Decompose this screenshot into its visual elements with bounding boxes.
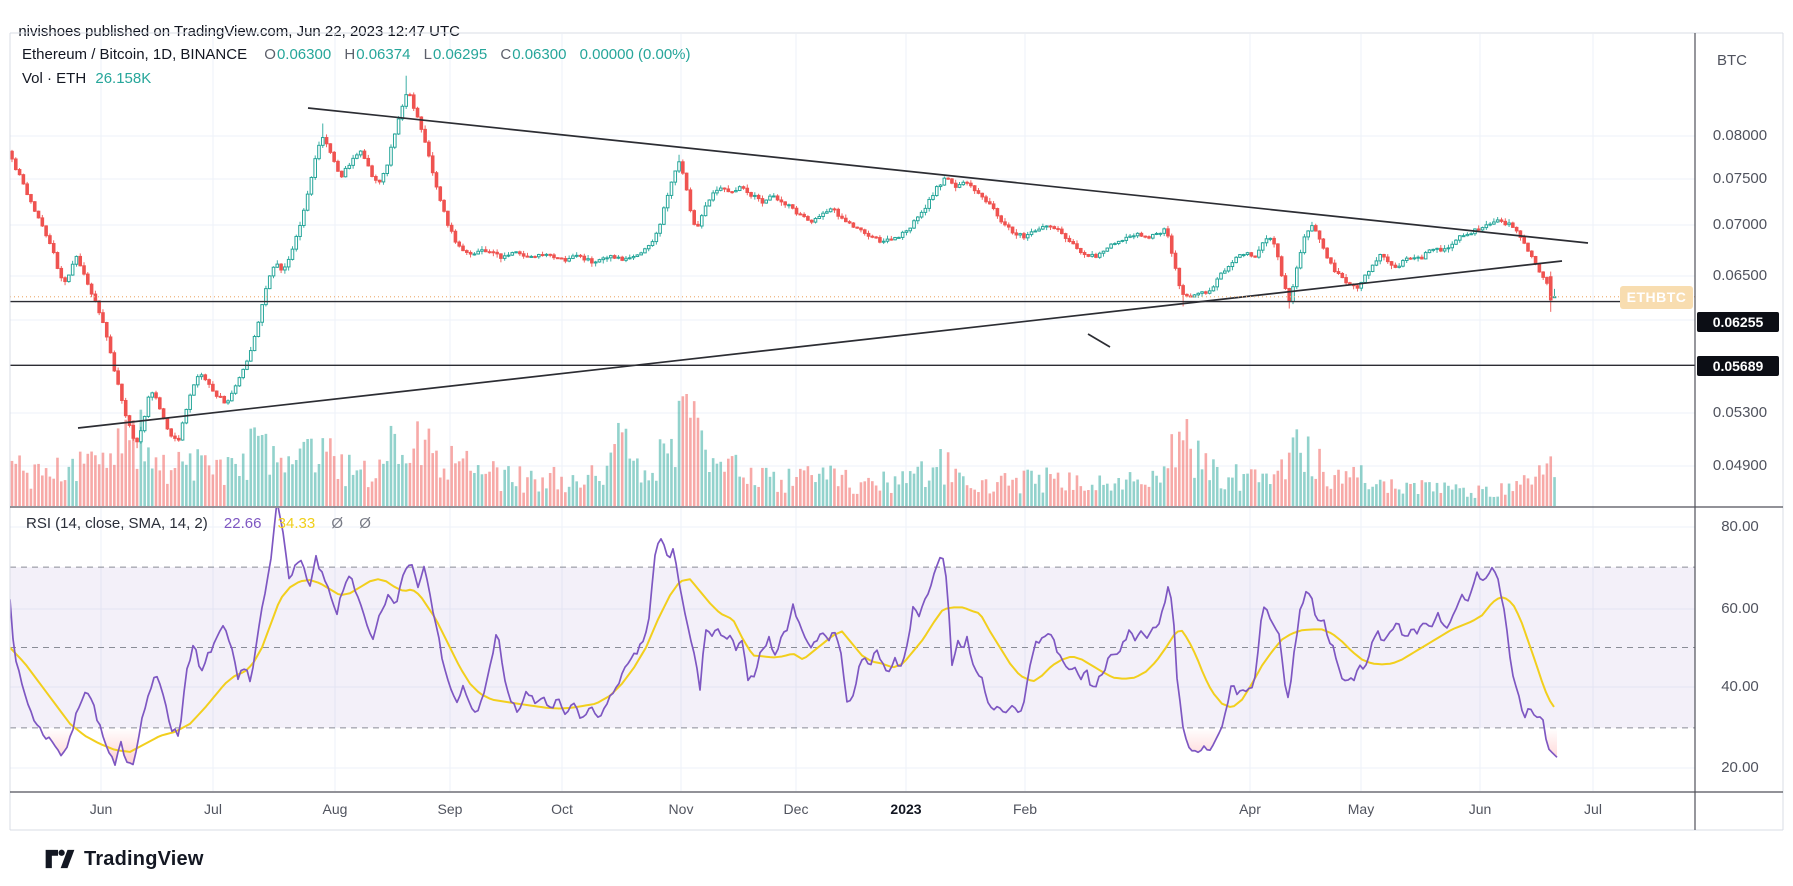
change-value: 0.00000 (0.00%) [579,46,691,63]
time-axis-label: Jul [204,801,222,817]
price-tick-label: 0.08000 [1712,127,1768,144]
time-axis-label: Apr [1239,801,1261,817]
rsi-empty-value-2: Ø [359,515,371,532]
rsi-empty-value-1: Ø [331,515,344,532]
time-axis-label: Jul [1584,801,1602,817]
rsi-tick-label: 60.00 [1721,600,1759,617]
symbol-title: Ethereum / Bitcoin, 1D, BINANCE [22,46,248,63]
time-axis-label: May [1347,801,1375,817]
price-tick-label: 0.04900 [1712,457,1768,474]
publish-header: nivishoes published on TradingView.com, … [10,6,460,40]
time-axis-label: Aug [322,801,348,817]
volume-value: 26.158K [95,70,152,87]
time-axis-label: Jun [1468,801,1492,817]
time-axis-label: Jun [89,801,113,817]
symbol-price-label: ETHBTC [1620,286,1693,309]
high-value: 0.06374 [356,46,411,63]
price-tick-label: 0.07000 [1712,216,1768,233]
symbol-legend[interactable]: Ethereum / Bitcoin, 1D, BINANCE O0.06300… [22,46,691,63]
open-value: 0.06300 [276,46,332,63]
price-tick-label: 0.07500 [1712,170,1768,187]
volume-legend[interactable]: Vol · ETH 26.158K [22,70,151,87]
close-label: C [500,46,512,63]
high-label: H [344,46,356,63]
time-axis-label: Feb [1012,801,1038,817]
price-level-badge: 0.05689 [1697,356,1779,376]
time-axis-label: Oct [551,801,573,817]
price-level-badge: 0.06255 [1697,312,1779,332]
open-label: O [264,46,276,63]
publish-header-text: nivishoes published on TradingView.com, … [18,23,461,40]
time-axis-label: Dec [783,801,809,817]
rsi-sma-value: 34.33 [277,515,316,532]
rsi-tick-label: 80.00 [1721,518,1759,535]
rsi-value: 22.66 [223,515,262,532]
time-axis-label: Nov [668,801,694,817]
rsi-title: RSI (14, close, SMA, 14, 2) [26,515,208,532]
tradingview-logo-icon [45,849,75,869]
time-axis-label: Sep [437,801,463,817]
tradingview-footer[interactable]: TradingView [45,844,204,874]
price-axis-currency: BTC [1717,52,1747,69]
price-tick-label: 0.06500 [1712,267,1768,284]
close-value: 0.06300 [512,46,567,63]
time-axis-label: 2023 [890,801,922,817]
tradingview-brand-text: TradingView [84,847,204,870]
rsi-tick-label: 20.00 [1721,759,1759,776]
volume-label: Vol · ETH [22,70,87,87]
price-tick-label: 0.05300 [1712,404,1768,421]
low-value: 0.06295 [432,46,488,63]
rsi-legend[interactable]: RSI (14, close, SMA, 14, 2) 22.66 34.33 … [26,515,371,532]
low-label: L [423,46,432,63]
rsi-tick-label: 40.00 [1721,678,1759,695]
